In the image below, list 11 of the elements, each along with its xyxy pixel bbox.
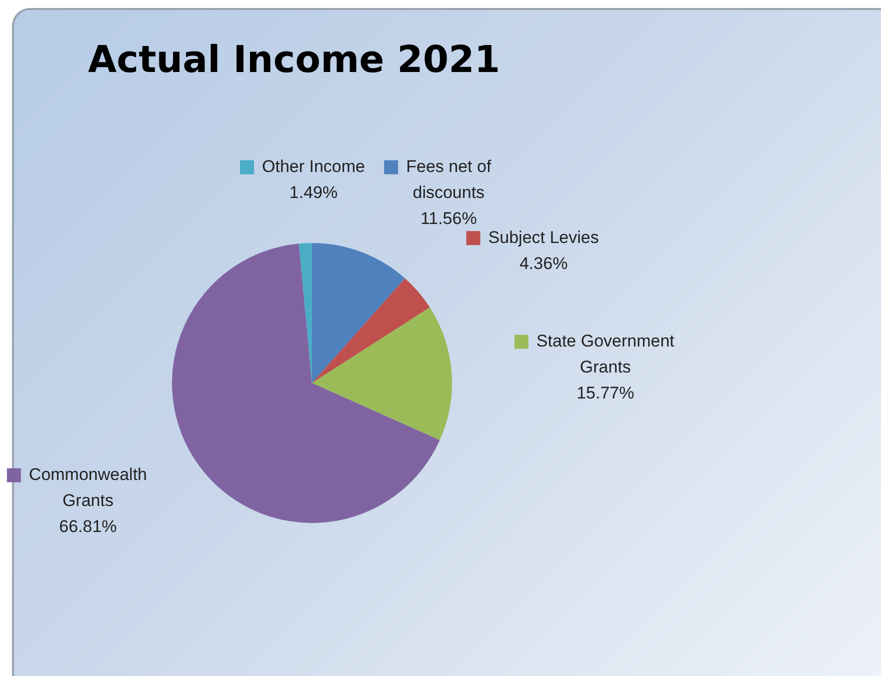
chart-title: Actual Income 2021 [88,38,500,81]
data-label: 66.81% [59,516,117,536]
data-label: 1.49% [289,182,338,202]
legend-label: State Government Grants [536,331,675,376]
legend-label: Commonwealth Grants [28,464,148,510]
legend-label: Fees net of discounts [406,156,492,202]
data-label: 4.36% [519,254,568,273]
legend-label: Other Income [262,156,365,176]
data-label: 15.77% [576,383,634,402]
legend-label: Subject Levies [488,228,599,247]
data-label: 11.56% [420,208,477,228]
